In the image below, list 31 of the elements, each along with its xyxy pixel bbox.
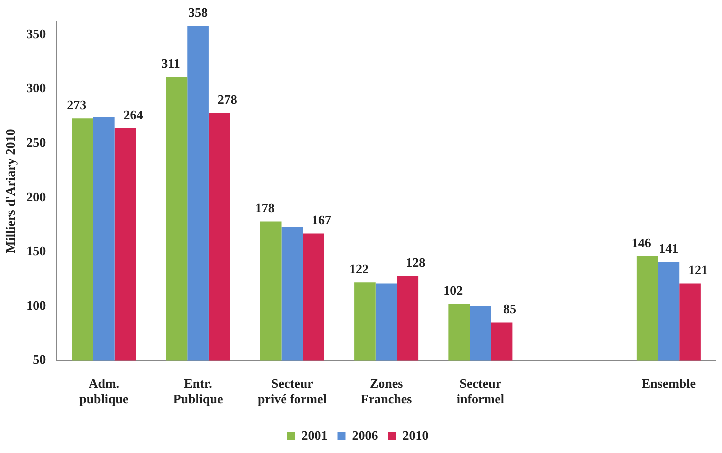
y-axis-title: Milliers d'Ariary 2010 [3, 129, 18, 254]
y-tick-label: 150 [26, 244, 46, 259]
y-tick-label: 200 [26, 189, 46, 204]
data-label: 85 [504, 302, 518, 317]
y-tick-label: 100 [26, 298, 46, 313]
data-label: 102 [444, 283, 464, 298]
x-tick-label: Ensemble [642, 376, 696, 391]
y-tick-label: 50 [33, 352, 46, 368]
data-label: 167 [312, 212, 332, 228]
x-tick-label: Entr. Publique [173, 376, 224, 407]
data-label: 141 [659, 240, 679, 256]
data-label: 128 [406, 254, 426, 270]
legend-label: 2001 [302, 428, 328, 443]
legend-label: 2006 [352, 428, 379, 443]
x-tick-label: Secteur informel [456, 376, 505, 407]
x-tick-label: Secteur privé formel [258, 376, 328, 407]
data-label: 178 [255, 200, 276, 216]
data-label: 273 [67, 98, 88, 113]
data-label: 122 [349, 261, 369, 276]
data-label: 264 [124, 107, 144, 122]
x-tick-label: Adm. publique [80, 376, 129, 407]
data-label: 278 [218, 92, 238, 108]
data-label: 358 [188, 5, 209, 20]
y-tick-label: 300 [26, 80, 46, 96]
legend-label: 2010 [402, 428, 429, 443]
y-tick-label: 250 [26, 134, 46, 150]
data-label: 146 [632, 235, 652, 250]
x-tick-label: Zones Franches [360, 376, 412, 407]
data-label: 311 [162, 56, 180, 72]
y-tick-label: 350 [26, 26, 46, 42]
data-label: 121 [688, 262, 708, 278]
